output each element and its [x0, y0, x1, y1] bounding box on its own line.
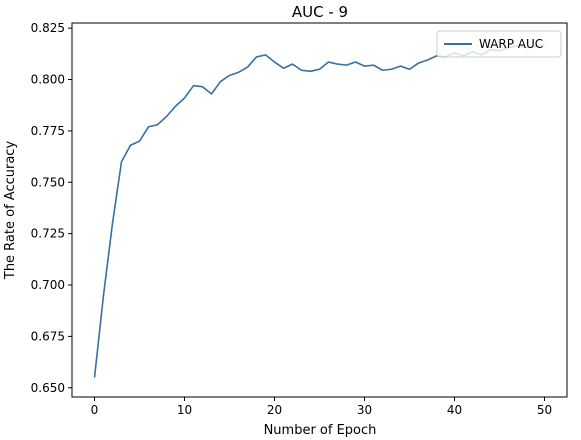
- legend-label-warp-auc: WARP AUC: [479, 37, 543, 51]
- x-axis-label: Number of Epoch: [264, 423, 377, 438]
- y-tick-label: 0.650: [31, 381, 65, 395]
- x-tick-label: 10: [177, 403, 192, 417]
- x-tick-label: 0: [91, 403, 99, 417]
- y-tick-label: 0.750: [31, 175, 65, 189]
- y-tick-label: 0.675: [31, 329, 65, 343]
- y-axis-label: The Rate of Accuracy: [3, 141, 18, 281]
- y-tick-label: 0.725: [31, 227, 65, 241]
- legend-box: [436, 30, 562, 58]
- plot-frame: [71, 22, 568, 398]
- y-tick-label: 0.825: [31, 21, 65, 35]
- axis-ticks: 0 10 20 30 40 50 0.650 0.675 0.700 0.725 0.750 0.77…: [31, 21, 553, 417]
- x-tick-label: 40: [447, 403, 462, 417]
- x-tick-label: 20: [267, 403, 282, 417]
- x-tick-label: 30: [357, 403, 372, 417]
- legend: WARP AUC: [436, 30, 562, 58]
- chart-title: AUC - 9: [292, 3, 348, 21]
- y-tick-label: 0.700: [31, 278, 65, 292]
- x-tick-label: 50: [537, 403, 552, 417]
- y-tick-label: 0.775: [31, 124, 65, 138]
- y-tick-label: 0.800: [31, 73, 65, 87]
